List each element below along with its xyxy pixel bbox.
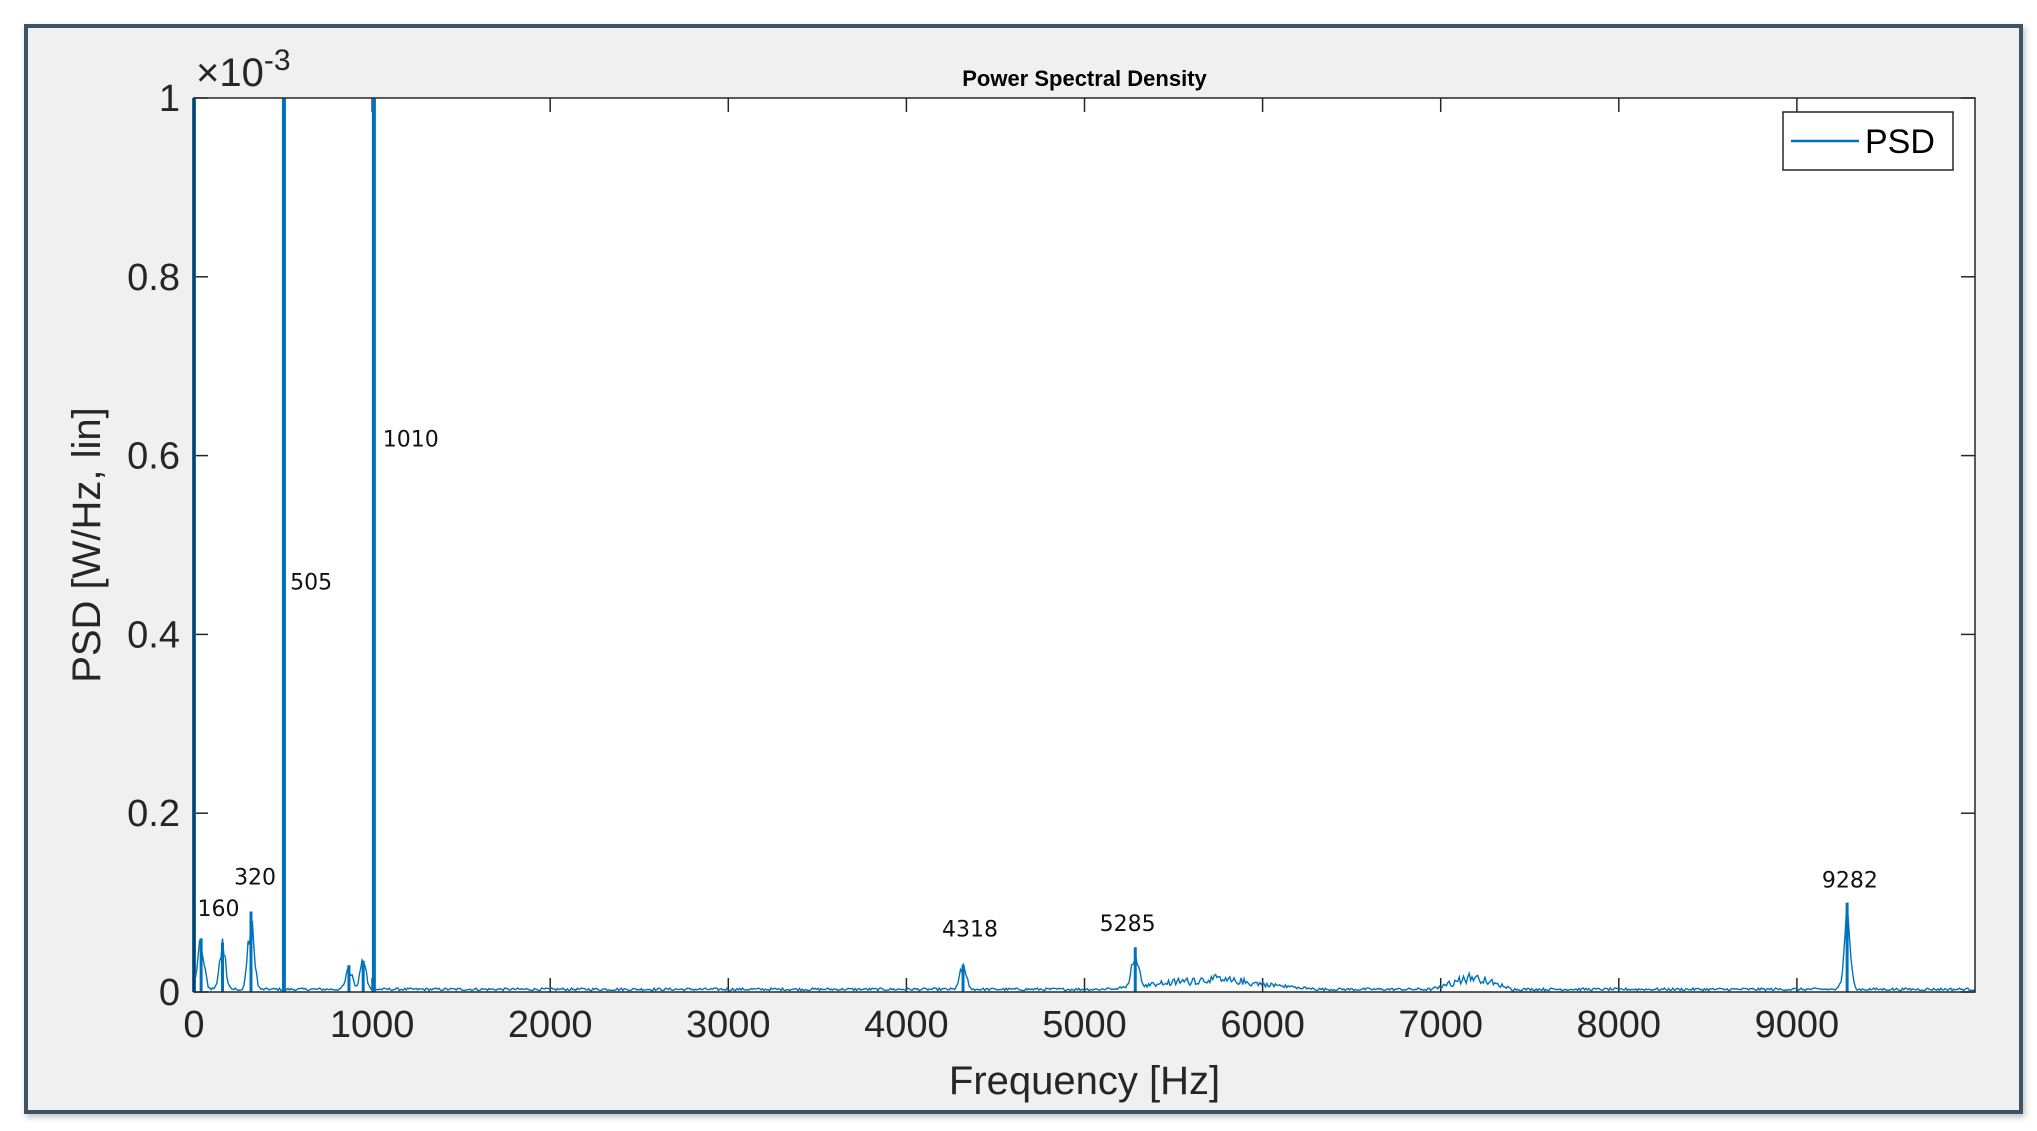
psd-series-line bbox=[193, 903, 1975, 992]
peak-label: 1010 bbox=[383, 428, 439, 453]
x-tick-label: 4000 bbox=[864, 1004, 949, 1046]
x-tick-label: 5000 bbox=[1042, 1004, 1127, 1046]
peak-label: 9282 bbox=[1822, 868, 1878, 893]
peak-label: 5285 bbox=[1100, 912, 1156, 937]
x-tick-label: 2000 bbox=[508, 1004, 593, 1046]
peak-label: 505 bbox=[290, 571, 332, 596]
x-tick-label: 7000 bbox=[1398, 1004, 1483, 1046]
peak-label: 160 bbox=[198, 897, 240, 922]
y-tick-labels: 0 0.2 0.4 0.6 0.8 1 bbox=[127, 78, 180, 1014]
y-exponent-base: ×10 bbox=[196, 51, 264, 95]
plot-border bbox=[193, 97, 1976, 993]
y-axis-label: PSD [W/Hz, lin] bbox=[65, 407, 109, 683]
x-tick-label: 6000 bbox=[1220, 1004, 1305, 1046]
x-tick-label: 8000 bbox=[1577, 1004, 1662, 1046]
y-tick-label: 0.2 bbox=[127, 793, 180, 835]
x-tick-labels: 0 1000 2000 3000 4000 5000 6000 7000 8000 9000 bbox=[183, 1004, 1839, 1046]
y-tick-label: 0 bbox=[159, 972, 180, 1014]
chart-title: Power Spectral Density bbox=[962, 66, 1207, 91]
peak-annotations: 160 320 505 1010 4318 5285 9282 bbox=[198, 428, 1878, 943]
x-axis-label: Frequency [Hz] bbox=[949, 1059, 1220, 1103]
y-tick-label: 0.4 bbox=[127, 614, 180, 656]
x-tick-label: 9000 bbox=[1755, 1004, 1840, 1046]
y-tick-label: 1 bbox=[159, 78, 180, 120]
x-tick-label: 0 bbox=[183, 1004, 204, 1046]
y-exponent-power: -3 bbox=[264, 44, 291, 77]
y-tick-label: 0.8 bbox=[127, 257, 180, 299]
peak-label: 4318 bbox=[942, 918, 998, 943]
peak-label: 320 bbox=[234, 866, 276, 891]
plot-area bbox=[194, 98, 1975, 992]
legend: PSD bbox=[1782, 111, 1954, 171]
x-tick-label: 1000 bbox=[330, 1004, 415, 1046]
y-tick-label: 0.6 bbox=[127, 436, 180, 478]
y-axis-exponent: ×10-3 bbox=[196, 44, 291, 95]
legend-entry-psd: PSD bbox=[1865, 123, 1935, 161]
x-tick-label: 3000 bbox=[686, 1004, 771, 1046]
